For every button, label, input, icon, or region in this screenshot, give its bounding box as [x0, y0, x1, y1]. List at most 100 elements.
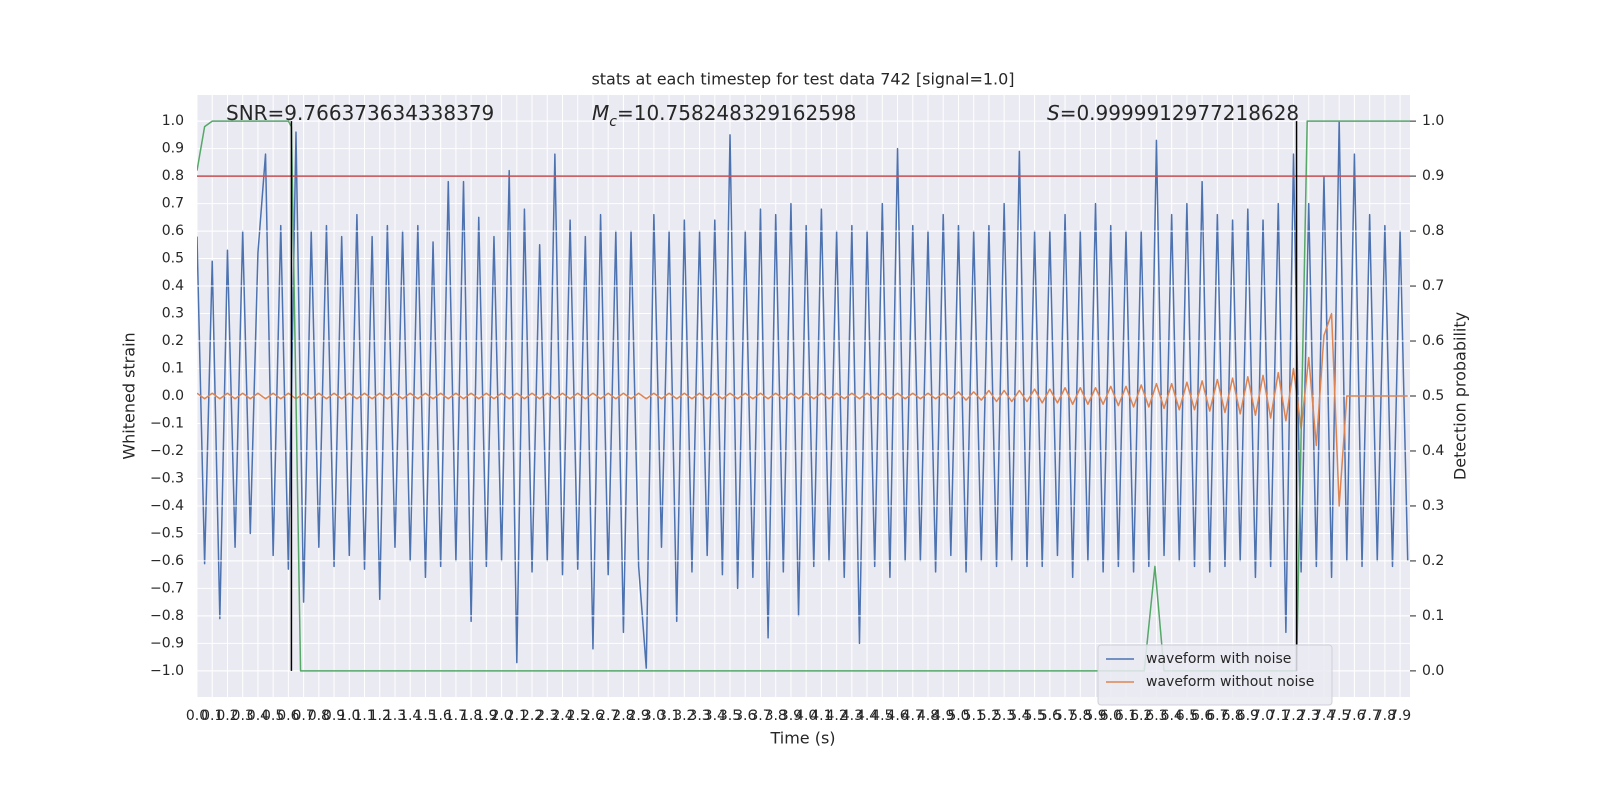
y-tick-label: −0.4: [150, 498, 184, 514]
x-tick-label: 3.4: [704, 708, 726, 724]
annotation-subscript: c: [609, 114, 617, 130]
y2-tick-label: 0.0: [1422, 663, 1444, 679]
annotation-text: =0.9999912977218628: [1060, 101, 1299, 125]
annotation-text: SNR=9.766373634338379: [226, 101, 494, 125]
x-tick-label: 0.5: [262, 708, 284, 724]
plot-area: [197, 120, 1410, 672]
y-tick-label: 0.8: [162, 168, 184, 184]
y-tick-label: −0.2: [150, 443, 184, 459]
x-tick-label: 5.8: [1069, 708, 1091, 724]
y-tick-label: −0.8: [150, 608, 184, 624]
y-tick-label: 0.4: [162, 278, 184, 294]
legend-label: waveform with noise: [1146, 651, 1291, 667]
x-tick-label: 2.2: [521, 708, 543, 724]
x-tick-label: 2.6: [582, 708, 604, 724]
x-tick-label: 7.1: [1267, 708, 1289, 724]
x-tick-label: 2.8: [612, 708, 634, 724]
y-tick-label: 0.0: [162, 388, 184, 404]
x-tick-label: 7.0: [1252, 708, 1274, 724]
x-tick-label: 3.6: [734, 708, 756, 724]
x-tick-label: 4.5: [871, 708, 893, 724]
x-tick-label: 6.3: [1145, 708, 1167, 724]
x-tick-label: 4.9: [932, 708, 954, 724]
y2-tick-label: 0.8: [1422, 223, 1444, 239]
annotation-text: =10.758248329162598: [617, 101, 856, 125]
x-tick-label: 3.2: [673, 708, 695, 724]
y2-tick-label: 0.9: [1422, 168, 1444, 184]
y2-tick-label: 0.5: [1422, 388, 1444, 404]
y-tick-label: −0.5: [150, 525, 184, 541]
x-tick-label: 5.6: [1039, 708, 1061, 724]
x-tick-label: 0.9: [323, 708, 345, 724]
x-tick-label: 4.1: [810, 708, 832, 724]
x-tick-label: 1.9: [475, 708, 497, 724]
x-tick-label: 5.9: [1084, 708, 1106, 724]
x-tick-label: 5.4: [1008, 708, 1030, 724]
x-tick-label: 2.1: [506, 708, 528, 724]
x-tick-label: 6.7: [1206, 708, 1228, 724]
x-tick-label: 1.3: [384, 708, 406, 724]
x-tick-label: 6.2: [1130, 708, 1152, 724]
x-tick-label: 0.3: [232, 708, 254, 724]
y-tick-label: 0.1: [162, 361, 184, 377]
x-tick-label: 1.7: [445, 708, 467, 724]
y2-tick-label: 1.0: [1422, 113, 1444, 129]
x-tick-label: 3.0: [643, 708, 665, 724]
legend-box: [1097, 644, 1333, 706]
x-tick-label: 5.2: [978, 708, 1000, 724]
x-tick-label: 4.2: [825, 708, 847, 724]
x-tick-label: 0.2: [216, 708, 238, 724]
x-tick-label: 0.7: [292, 708, 314, 724]
x-tick-label: 5.7: [1054, 708, 1076, 724]
x-tick-label: 7.8: [1374, 708, 1396, 724]
y2-tick-label: 0.1: [1422, 608, 1444, 624]
x-tick-label: 6.0: [1100, 708, 1122, 724]
x-tick-label: 4.0: [795, 708, 817, 724]
legend-label: waveform without noise: [1146, 674, 1314, 690]
x-tick-label: 0.1: [201, 708, 223, 724]
x-tick-label: 1.5: [414, 708, 436, 724]
x-tick-label: 6.4: [1161, 708, 1183, 724]
x-tick-label: 1.4: [399, 708, 421, 724]
y2-tick-label: 0.2: [1422, 553, 1444, 569]
x-tick-label: 3.8: [765, 708, 787, 724]
y-tick-label: −0.3: [150, 470, 184, 486]
x-tick-label: 7.4: [1313, 708, 1335, 724]
y-tick-label: −0.9: [150, 635, 184, 651]
x-tick-label: 3.5: [719, 708, 741, 724]
y-tick-label: −1.0: [150, 663, 184, 679]
x-tick-label: 7.5: [1328, 708, 1350, 724]
x-tick-label: 7.9: [1389, 708, 1411, 724]
y-tick-label: 0.9: [162, 141, 184, 157]
y2-tick-label: 0.3: [1422, 498, 1444, 514]
x-tick-label: 2.7: [597, 708, 619, 724]
x-tick-label: 2.3: [536, 708, 558, 724]
x-tick-label: 4.3: [841, 708, 863, 724]
x-tick-label: 1.8: [460, 708, 482, 724]
y-tick-label: 0.5: [162, 251, 184, 267]
x-tick-label: 0.0: [186, 708, 208, 724]
x-tick-label: 2.0: [490, 708, 512, 724]
y2-axis-label: Detection probability: [1451, 312, 1470, 480]
annotation-symbol: M: [592, 101, 609, 125]
x-tick-label: 3.1: [658, 708, 680, 724]
x-tick-label: 7.7: [1359, 708, 1381, 724]
x-tick-label: 3.7: [749, 708, 771, 724]
x-tick-label: 7.2: [1282, 708, 1304, 724]
x-axis-label: Time (s): [769, 729, 835, 748]
series-line: [197, 120, 1409, 669]
x-tick-label: 6.6: [1191, 708, 1213, 724]
x-tick-label: 0.4: [247, 708, 269, 724]
y-tick-label: 0.2: [162, 333, 184, 349]
y-tick-label: −0.6: [150, 553, 184, 569]
x-tick-label: 2.5: [567, 708, 589, 724]
x-tick-label: 7.3: [1298, 708, 1320, 724]
chart-title: stats at each timestep for test data 742…: [591, 70, 1014, 89]
x-tick-label: 4.6: [886, 708, 908, 724]
x-tick-label: 6.1: [1115, 708, 1137, 724]
x-tick-label: 0.6: [277, 708, 299, 724]
y-tick-label: 1.0: [162, 113, 184, 129]
x-tick-label: 4.4: [856, 708, 878, 724]
y-tick-label: 0.6: [162, 223, 184, 239]
